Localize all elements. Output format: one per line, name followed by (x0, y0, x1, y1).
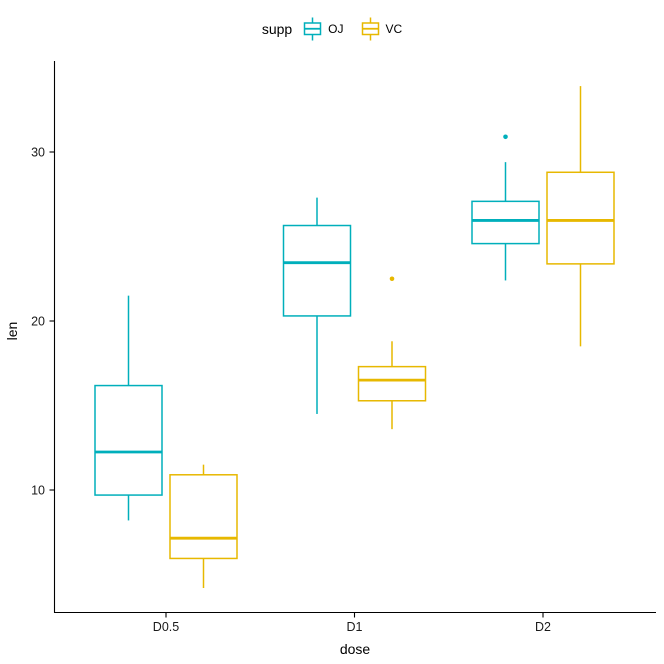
x-tick-label: D2 (535, 620, 551, 634)
x-tick-label: D0.5 (153, 620, 179, 634)
x-tick-label: D1 (347, 620, 363, 634)
iqr-box (357, 365, 427, 402)
iqr-box (169, 474, 238, 560)
x-axis-ticks: D0.5 D1 D2 (153, 612, 551, 634)
iqr-box (282, 224, 352, 317)
legend-title: supp (261, 21, 293, 37)
boxplot-oj-d1 (282, 197, 352, 414)
outlier-point (503, 134, 508, 140)
boxplot-vc-d1 (357, 276, 427, 430)
legend: supp OJ VC (0, 14, 664, 44)
boxes-layer (94, 86, 615, 589)
y-tick-label: 30 (31, 146, 45, 160)
legend-label-vc: VC (385, 22, 403, 36)
y-axis-ticks: 10 20 30 (31, 146, 55, 498)
y-tick-label: 20 (31, 315, 45, 329)
iqr-box (94, 384, 163, 496)
x-axis-title: dose (340, 641, 371, 657)
y-axis-title: len (4, 322, 20, 341)
boxplot-oj-d2 (471, 134, 540, 281)
iqr-box (546, 171, 615, 265)
outlier-point (389, 276, 395, 282)
legend-label-oj: OJ (328, 22, 344, 36)
boxplot-vc-d0.5 (169, 464, 238, 589)
y-tick-label: 10 (31, 484, 45, 498)
boxplot-key-icon (303, 17, 322, 41)
boxplot-oj-d0.5 (94, 295, 163, 521)
legend-item-vc: VC (361, 17, 403, 41)
legend-item-oj: OJ (303, 17, 344, 41)
iqr-box (471, 200, 540, 245)
boxplot-key-icon (361, 17, 380, 41)
boxplot-vc-d2 (546, 86, 615, 347)
